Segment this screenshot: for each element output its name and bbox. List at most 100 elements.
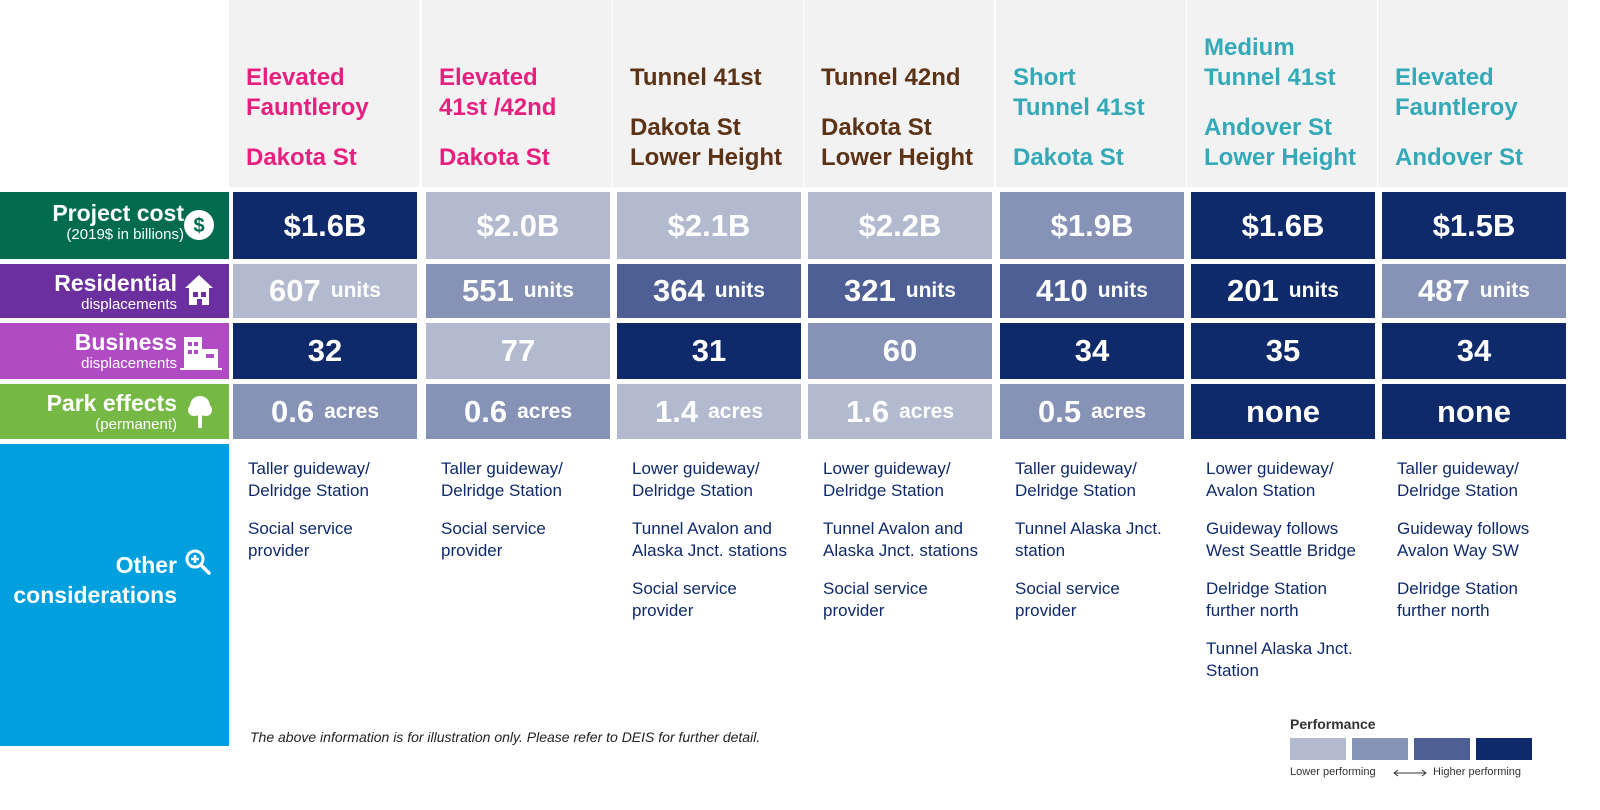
header-gap (1204, 93, 1371, 113)
cell-park-2: 0.6 acres (426, 384, 610, 439)
consideration-note: Social service provider (632, 579, 737, 620)
notes-column-7: Taller guideway/ Delridge Station Guidewa… (1397, 458, 1577, 638)
cell-value: $2.0B (476, 207, 560, 243)
cell-value: $2.1B (667, 207, 751, 243)
column-header-line: Short (1013, 64, 1076, 91)
column-header-line: Fauntleroy (1395, 94, 1518, 121)
cell-value: $1.5B (1432, 207, 1516, 243)
dollar-icon: $ (184, 210, 214, 240)
column-header-line: Tunnel 41st (1204, 64, 1336, 91)
cell-project-cost-2: $2.0B (426, 192, 610, 259)
cell-value: $1.9B (1050, 207, 1134, 243)
cell-project-cost-4: $2.2B (808, 192, 992, 259)
tree-icon (188, 396, 212, 428)
cell-unit: units (1097, 279, 1148, 302)
consideration-note: Lower guideway/ Delridge Station (632, 459, 760, 500)
cell-value: 32 (307, 333, 343, 368)
column-header-title: Tunnel 42nd Dakota St Lower Height (821, 63, 988, 173)
row-label-park-sub: (permanent) (95, 416, 177, 433)
column-header-line: Elevated (246, 64, 345, 91)
cell-residential-7: 487 units (1382, 264, 1566, 318)
column-header-line: Dakota St (1013, 144, 1124, 171)
cell-residential-5: 410 units (1000, 264, 1184, 318)
column-header-line: Elevated (1395, 64, 1494, 91)
column-header-line: Elevated (439, 64, 538, 91)
cell-unit: units (905, 279, 956, 302)
consideration-note: Social service provider (248, 519, 353, 560)
consideration-note: Social service provider (441, 519, 546, 560)
row-label-residential: Residential displacements (0, 264, 229, 318)
column-header-title: Short Tunnel 41st Dakota St (1013, 63, 1180, 173)
cell-project-cost-5: $1.9B (1000, 192, 1184, 259)
row-label-project-cost-title: Project cost (52, 200, 184, 226)
column-header-line: Dakota St (821, 114, 932, 141)
row-label-business-sub: displacements (81, 355, 177, 372)
magnify-plus-icon (185, 549, 211, 575)
cell-business-4: 60 (808, 323, 992, 379)
row-label-residential-sub: displacements (81, 296, 177, 313)
cell-value: 364 (653, 273, 705, 308)
header-gap (439, 123, 606, 143)
consideration-note: Guideway follows West Seattle Bridge (1206, 519, 1356, 560)
cell-unit: units (330, 279, 381, 302)
cell-value: 34 (1456, 333, 1492, 368)
cell-value: $1.6B (283, 207, 367, 243)
column-header-5: Short Tunnel 41st Dakota St (996, 0, 1186, 187)
legend-swatches (1290, 738, 1532, 760)
column-header-line: Medium (1204, 34, 1295, 61)
cell-value: 60 (882, 333, 918, 368)
row-label-project-cost-sub: (2019$ in billions) (66, 226, 184, 243)
cell-residential-4: 321 units (808, 264, 992, 318)
column-header-line: 41st /42nd (439, 94, 557, 121)
notes-column-3: Lower guideway/ Delridge Station Tunnel A… (632, 458, 812, 638)
cell-park-1: 0.6 acres (233, 384, 417, 439)
cell-value: 1.4 (655, 393, 699, 429)
cell-value: 410 (1036, 273, 1088, 308)
cell-value: 607 (269, 273, 321, 308)
house-icon (185, 275, 213, 305)
cell-unit: acres (899, 399, 954, 423)
building-icon (180, 337, 222, 370)
cell-value: none (1245, 393, 1321, 429)
column-header-title: Elevated Fauntleroy Dakota St (246, 63, 413, 173)
cell-unit: units (523, 279, 574, 302)
header-gap (1013, 123, 1180, 143)
column-header-line: Lower Height (1204, 144, 1357, 171)
legend-swatch-1 (1290, 738, 1346, 760)
header-gap (630, 93, 797, 113)
cell-value: 35 (1265, 333, 1301, 368)
legend-swatch-3 (1414, 738, 1470, 760)
cell-unit: acres (708, 399, 763, 423)
cell-unit: units (1479, 279, 1530, 302)
cell-value: 321 (844, 273, 896, 308)
svg-text:$: $ (193, 215, 204, 237)
cell-value: 551 (462, 273, 514, 308)
cell-value: $1.6B (1241, 207, 1325, 243)
header-gap (821, 93, 988, 113)
row-label-other-line2: considerations (13, 582, 177, 608)
row-label-park: Park effects (permanent) (0, 384, 229, 439)
column-header-4: Tunnel 42nd Dakota St Lower Height (804, 0, 994, 187)
cell-park-4: 1.6 acres (808, 384, 992, 439)
cell-value: 1.6 (846, 393, 890, 429)
cell-park-6: none (1191, 384, 1375, 439)
cell-value: 0.6 (271, 393, 315, 429)
cell-value: 487 (1418, 273, 1470, 308)
consideration-note: Tunnel Alaska Jnct. station (1015, 519, 1162, 560)
legend-lower-label: Lower performing (1290, 766, 1376, 778)
cell-project-cost-7: $1.5B (1382, 192, 1566, 259)
cell-residential-2: 551 units (426, 264, 610, 318)
column-header-title: Elevated Fauntleroy Andover St (1395, 63, 1562, 173)
legend-title: Performance (1290, 716, 1376, 732)
header-gap (1395, 123, 1562, 143)
cell-park-5: 0.5 acres (1000, 384, 1184, 439)
notes-column-6: Lower guideway/ Avalon Station Guideway f… (1206, 458, 1386, 698)
consideration-note: Taller guideway/ Delridge Station (1397, 459, 1519, 500)
row-label-other-line1: Other (115, 552, 177, 578)
consideration-note: Lower guideway/ Avalon Station (1206, 459, 1334, 500)
column-header-line: Lower Height (630, 144, 783, 171)
cell-park-3: 1.4 acres (617, 384, 801, 439)
consideration-note: Taller guideway/ Delridge Station (1015, 459, 1137, 500)
column-header-line: Tunnel 42nd (821, 64, 961, 91)
notes-column-1: Taller guideway/ Delridge Station Social … (248, 458, 428, 578)
